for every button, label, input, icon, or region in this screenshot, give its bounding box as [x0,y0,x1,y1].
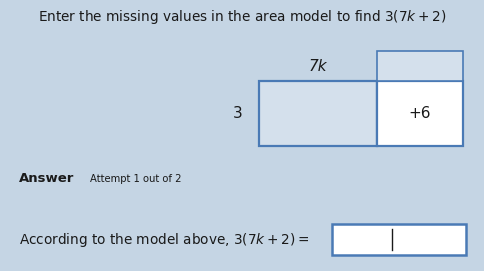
Text: +6: +6 [408,106,430,121]
Text: Answer: Answer [19,172,75,185]
Text: 7k: 7k [308,59,327,74]
Bar [259,81,376,146]
Text: Attempt 1 out of 2: Attempt 1 out of 2 [90,174,181,184]
Bar [376,51,462,81]
Text: Enter the missing values in the area model to find $3(7k+2)$: Enter the missing values in the area mod… [38,8,446,26]
Text: 3: 3 [232,106,242,121]
Bar [376,81,462,146]
Text: According to the model above, $3(7k+2)=$: According to the model above, $3(7k+2)=$ [19,231,309,249]
Bar [332,224,465,255]
